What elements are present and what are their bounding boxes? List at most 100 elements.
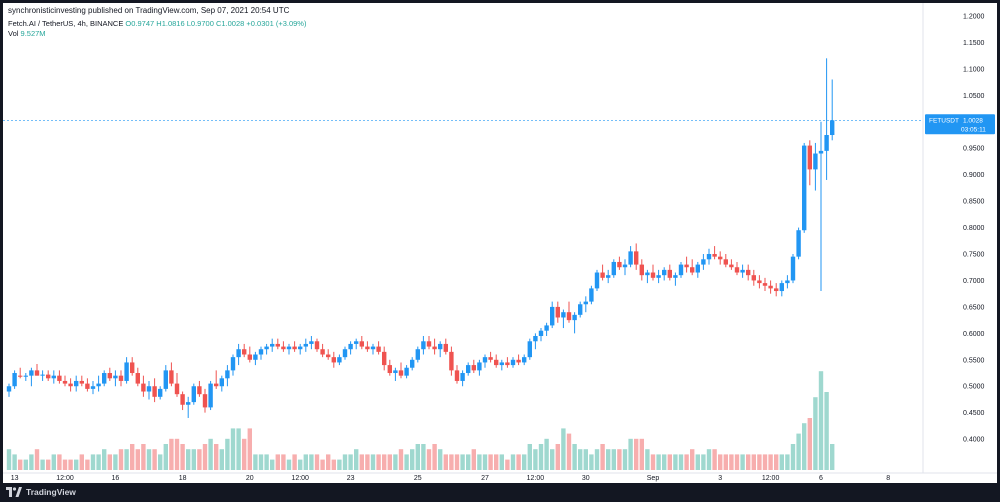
volume-bar (454, 454, 460, 470)
volume-bar (650, 454, 656, 470)
bar-countdown: 03:05:11 (961, 126, 986, 133)
candle-body (813, 153, 818, 170)
candle-body (432, 346, 437, 350)
volume-bar (477, 454, 482, 470)
volume-bar (555, 444, 560, 470)
volume-bar (634, 438, 639, 470)
candle-body (656, 275, 661, 278)
volume-bar (34, 449, 40, 470)
publish-info: synchronisticinvesting published on Trad… (8, 6, 290, 15)
time-tick-label: 13 (11, 475, 19, 482)
volume-bar (729, 454, 734, 470)
volume-bar (303, 454, 308, 470)
candle-body (163, 370, 168, 389)
time-tick-label: Sep (647, 475, 660, 482)
price-tick-label: 1.0500 (963, 93, 985, 100)
candle-body (342, 349, 348, 358)
volume-bar (695, 454, 700, 470)
candle-body (460, 373, 465, 381)
candle-body (533, 335, 538, 342)
volume-bar (326, 454, 331, 470)
volume-bar (824, 392, 829, 470)
candle-body (51, 375, 56, 379)
candle-body (292, 346, 297, 350)
candle-body (281, 346, 286, 350)
tradingview-logo[interactable]: TradingView (6, 486, 76, 498)
candle-body (270, 343, 275, 347)
time-tick-label: 3 (718, 475, 722, 482)
candle-body (208, 383, 213, 408)
candle-body (583, 301, 588, 305)
candle-body (555, 306, 560, 318)
volume-bar (807, 418, 812, 470)
volume-bar (432, 444, 437, 470)
volume-bar (578, 449, 583, 470)
volume-bar (712, 449, 717, 470)
volume-bar (365, 454, 370, 470)
price-tick-label: 0.9000 (963, 172, 985, 179)
candle-body (723, 259, 728, 265)
candle-body (701, 259, 706, 265)
volume-bar (393, 454, 398, 470)
candle-body (538, 330, 544, 336)
symbol-tag: FETUSDT (929, 117, 959, 124)
candle-body (510, 359, 516, 366)
volume-bar (12, 454, 17, 470)
volume-bar (510, 454, 516, 470)
candle-body (169, 370, 174, 384)
candle-body (527, 341, 532, 358)
candle-body (320, 349, 325, 355)
volume-bar (219, 449, 224, 470)
candle-body (180, 394, 185, 405)
volume-bar (85, 459, 90, 470)
volume-bar (270, 459, 275, 470)
volume-bar (51, 454, 56, 470)
volume-bar (734, 454, 740, 470)
brand-name: TradingView (26, 487, 76, 497)
candle-body (57, 375, 62, 381)
candle-body (6, 386, 12, 392)
candle-body (230, 357, 236, 371)
candle-body (202, 394, 208, 408)
candle-body (673, 275, 678, 278)
volume-bar (628, 438, 633, 470)
candle-body (426, 341, 432, 347)
time-tick-label: 20 (246, 475, 254, 482)
price-tick-label: 0.5500 (963, 357, 985, 364)
volume-bar (152, 449, 157, 470)
candle-body (561, 312, 566, 318)
candle-body (40, 374, 45, 376)
candle-body (18, 375, 23, 377)
candle-body (494, 359, 499, 366)
volume-legend[interactable]: Vol 9.527M (8, 29, 46, 38)
candle-body (331, 357, 336, 363)
candle-body (634, 251, 639, 265)
candle-body (79, 380, 84, 384)
candle-body (712, 254, 717, 257)
candle-body (365, 346, 370, 350)
volume-bar (622, 449, 628, 470)
volume-bar (348, 454, 353, 470)
candlestick-chart[interactable]: 1.20001.15001.10001.05001.00000.95000.90… (3, 3, 997, 483)
volume-bar (813, 397, 818, 470)
volume-bar (342, 454, 348, 470)
volume-bar (678, 454, 684, 470)
volume-bar (264, 454, 269, 470)
volume-bar (286, 459, 292, 470)
footer-bar (0, 483, 1000, 502)
volume-bar (790, 444, 796, 470)
symbol-legend[interactable]: Fetch.AI / TetherUS, 4h, BINANCE O0.9747… (8, 19, 306, 28)
candle-body (421, 341, 426, 350)
candle-body (443, 343, 448, 352)
candle-body (23, 375, 28, 377)
candle-body (454, 370, 460, 381)
time-tick-label: 18 (179, 475, 187, 482)
candle-body (505, 362, 510, 366)
volume-bar (370, 454, 376, 470)
candle-body (410, 359, 415, 368)
volume-bar (818, 371, 824, 470)
candle-body (314, 341, 320, 350)
volume-bar (387, 454, 392, 470)
volume-bar (785, 454, 790, 470)
candle-body (85, 383, 90, 389)
